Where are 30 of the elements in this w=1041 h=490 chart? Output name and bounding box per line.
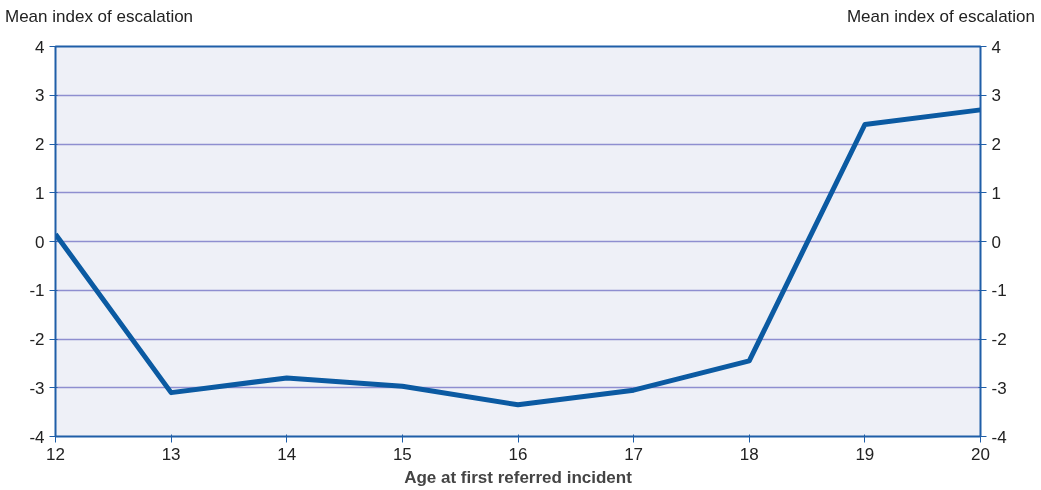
y-tick-label: -2 bbox=[29, 330, 45, 349]
y2-tick-label: 4 bbox=[991, 37, 1001, 57]
y2-tick-label: -4 bbox=[991, 427, 1007, 447]
y-tick-label: 1 bbox=[35, 183, 45, 203]
x-tick-label: 13 bbox=[161, 444, 181, 464]
y2-tick-label: 0 bbox=[991, 232, 1001, 252]
x-tick-label: 18 bbox=[739, 444, 759, 464]
y-axis-title: Mean index of escalation bbox=[5, 6, 194, 28]
y2-tick-label: -1 bbox=[991, 281, 1007, 301]
x-axis-title: Age at first referred incident bbox=[404, 467, 633, 487]
x-tick-label: 20 bbox=[971, 444, 990, 464]
x-tick-label: 16 bbox=[508, 444, 528, 464]
y-tick-label: 2 bbox=[35, 135, 45, 154]
y2-tick-label: 1 bbox=[991, 183, 1001, 203]
y2-axis-title: Mean index of escalation bbox=[846, 6, 1035, 28]
y2-tick-label: 2 bbox=[991, 135, 1001, 154]
x-tick-label: 17 bbox=[624, 444, 644, 464]
x-tick-label: 19 bbox=[855, 444, 875, 464]
y2-tick-label: -3 bbox=[991, 378, 1007, 398]
y-tick-label: 4 bbox=[35, 37, 45, 57]
x-tick-label: 15 bbox=[392, 444, 412, 464]
y-tick-label: -3 bbox=[29, 378, 45, 398]
x-tick-label: 12 bbox=[46, 444, 65, 464]
y2-tick-label: -2 bbox=[991, 330, 1007, 349]
y-tick-label: -1 bbox=[29, 281, 45, 301]
y-tick-label: -4 bbox=[29, 427, 45, 447]
x-tick-label: 14 bbox=[277, 444, 297, 464]
y-tick-label: 0 bbox=[35, 232, 45, 252]
y2-tick-label: 3 bbox=[991, 86, 1001, 106]
y-tick-label: 3 bbox=[35, 86, 45, 106]
